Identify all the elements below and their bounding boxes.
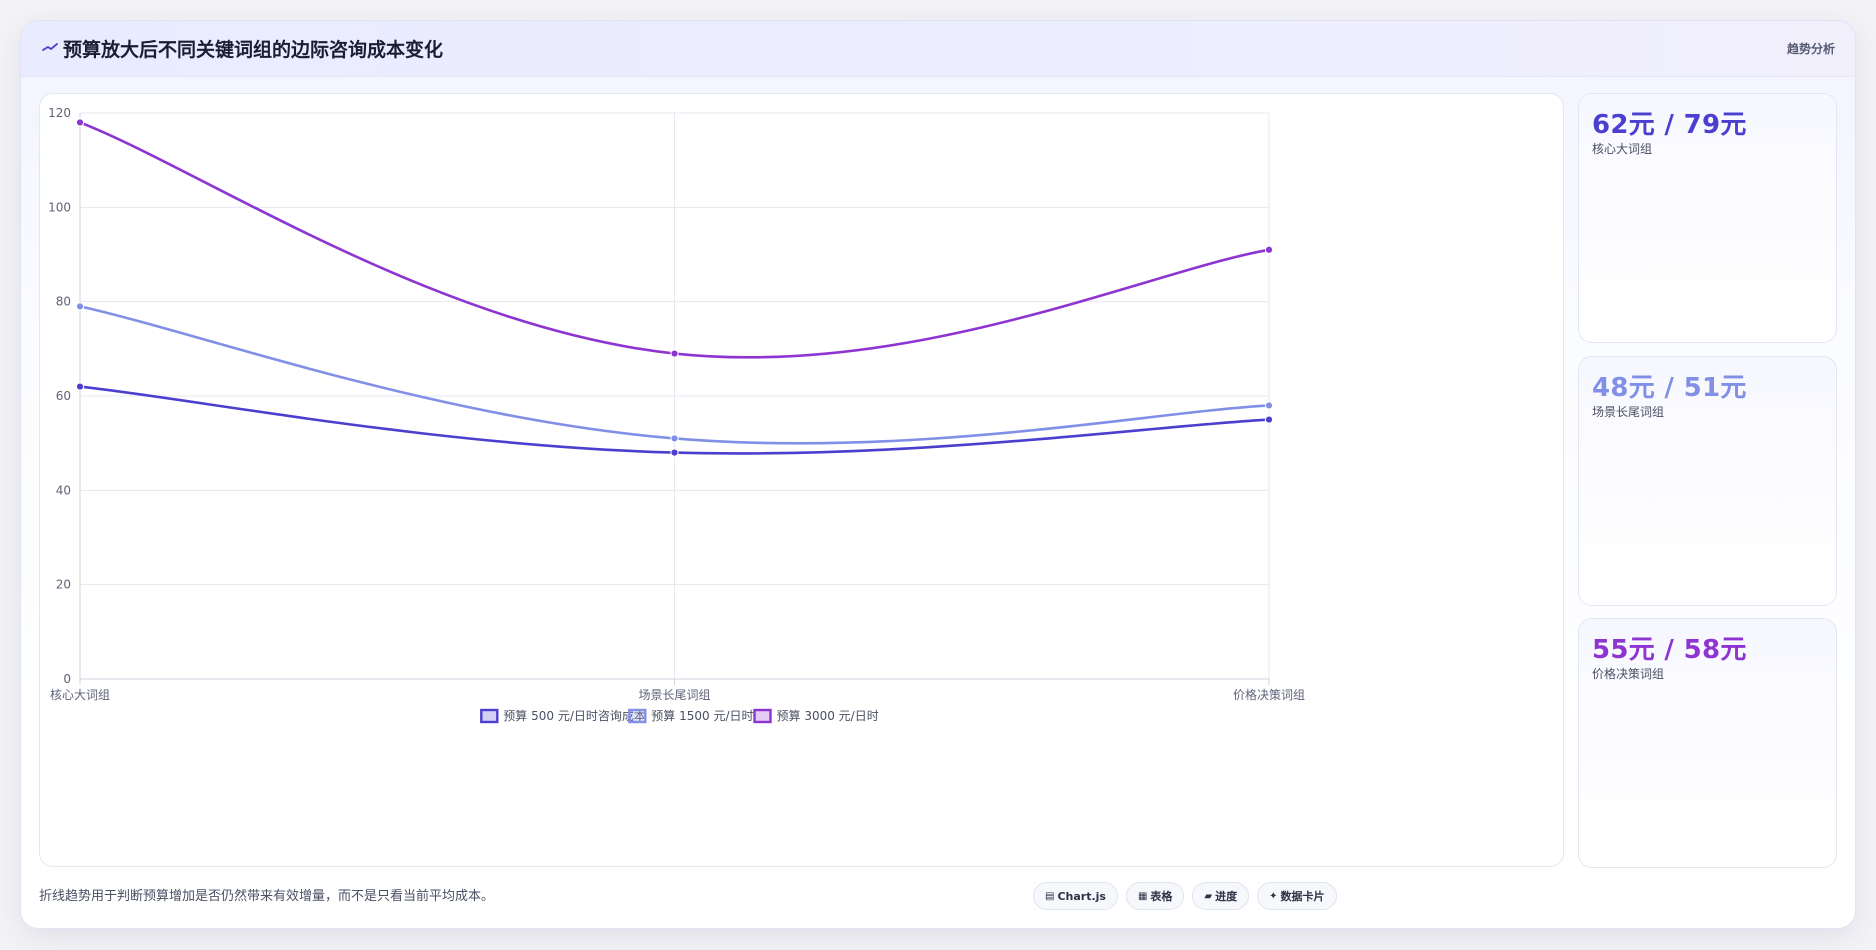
data-point xyxy=(75,302,85,311)
chip-chartjs[interactable]: ▤ Chart.js xyxy=(1033,882,1118,910)
kpi-value: 55元 / 58元 xyxy=(1592,635,1747,665)
progress-icon: ▰ xyxy=(1204,890,1213,902)
y-tick-label: 120 xyxy=(48,106,71,120)
y-tick-label: 80 xyxy=(56,295,71,309)
chip-label: 进度 xyxy=(1215,890,1238,903)
chip-label: 数据卡片 xyxy=(1280,890,1325,903)
data-point xyxy=(1264,415,1274,424)
x-tick-label: 价格决策词组 xyxy=(1233,687,1305,702)
kpi-card-core: 62元 / 79元 核心大词组 xyxy=(1578,93,1837,343)
legend-label: 预算 1500 元/日时 xyxy=(651,708,753,723)
data-point xyxy=(75,382,85,391)
kpi-value: 62元 / 79元 xyxy=(1592,110,1747,140)
legend-swatch xyxy=(628,708,647,724)
page-title: 预算放大后不同关键词组的边际咨询成本变化 xyxy=(63,39,444,61)
kpi-label: 场景长尾词组 xyxy=(1592,405,1665,419)
chip-progress[interactable]: ▰ 进度 xyxy=(1192,882,1250,910)
legend-label: 预算 500 元/日时咨询成本 xyxy=(503,708,646,723)
chip-table[interactable]: ▦ 表格 xyxy=(1125,882,1185,910)
legend-swatch xyxy=(480,708,499,724)
card-header: 预算放大后不同关键词组的边际咨询成本变化 趋势分析 xyxy=(21,21,1855,77)
kpi-card-longtail: 48元 / 51元 场景长尾词组 xyxy=(1578,356,1837,606)
data-point xyxy=(670,349,679,358)
x-tick-label: 核心大词组 xyxy=(50,688,110,702)
legend-label: 预算 3000 元/日时 xyxy=(777,708,879,723)
data-point xyxy=(75,118,85,127)
y-tick-label: 40 xyxy=(56,483,71,497)
data-point xyxy=(1264,245,1274,254)
chip-label: Chart.js xyxy=(1057,889,1106,903)
x-tick-label: 场景长尾词组 xyxy=(638,688,710,702)
trend-line-icon xyxy=(42,43,58,51)
legend-swatch xyxy=(753,708,772,724)
kpi-value: 48元 / 51元 xyxy=(1592,373,1747,403)
y-tick-label: 100 xyxy=(48,200,71,214)
feature-chips: ▤ Chart.js ▦ 表格 ▰ 进度 ✦ 数据卡片 xyxy=(1033,882,1337,910)
y-tick-label: 0 xyxy=(63,672,71,686)
section-tag: 趋势分析 xyxy=(1786,42,1835,56)
y-tick-label: 20 xyxy=(56,578,71,592)
data-point xyxy=(1264,401,1274,410)
sparkle-icon: ✦ xyxy=(1269,890,1278,902)
kpi-card-price: 55元 / 58元 价格决策词组 xyxy=(1578,618,1837,868)
y-tick-label: 60 xyxy=(56,389,71,403)
table-icon: ▦ xyxy=(1137,890,1148,902)
footer-note: 折线趋势用于判断预算增加是否仍然带来有效增量，而不是只看当前平均成本。 xyxy=(39,889,495,904)
chart-panel: 0 20 40 60 80 100 120 核心大词组 场景长尾词组 价格决策词组预算 500 元… xyxy=(39,93,1564,867)
kpi-label: 核心大词组 xyxy=(1592,142,1653,156)
kpi-label: 价格决策词组 xyxy=(1592,667,1665,681)
dashboard-card: 预算放大后不同关键词组的边际咨询成本变化 趋势分析 0 20 40 60 80 100 12… xyxy=(20,20,1856,929)
chart-icon: ▤ xyxy=(1045,890,1055,902)
chip-data-card[interactable]: ✦ 数据卡片 xyxy=(1257,882,1337,910)
chip-label: 表格 xyxy=(1150,890,1173,903)
data-point xyxy=(670,434,679,443)
data-point xyxy=(670,448,679,457)
